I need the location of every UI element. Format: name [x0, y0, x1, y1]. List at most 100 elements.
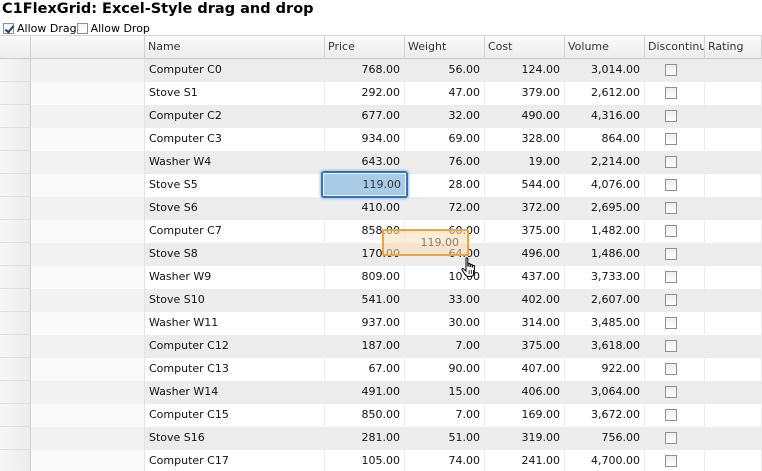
- selected-cell-price[interactable]: 119.00: [321, 171, 408, 198]
- cell-price[interactable]: 187.00: [325, 335, 405, 358]
- table-row[interactable]: Computer C3 934.00 69.00 328.00 864.00: [0, 128, 762, 151]
- cell-name[interactable]: Stove S10: [145, 289, 325, 312]
- cell-price[interactable]: 67.00: [325, 358, 405, 381]
- row-header[interactable]: [0, 151, 31, 174]
- row-header[interactable]: [0, 128, 31, 151]
- cell-volume[interactable]: 3,618.00: [565, 335, 645, 358]
- column-header-cost[interactable]: Cost: [485, 36, 565, 59]
- cell-weight[interactable]: 74.00: [405, 450, 485, 471]
- discontinued-checkbox[interactable]: [665, 409, 677, 421]
- cell-rating[interactable]: [705, 59, 762, 82]
- cell-cost[interactable]: 375.00: [485, 220, 565, 243]
- cell-volume[interactable]: 2,695.00: [565, 197, 645, 220]
- cell-volume[interactable]: 756.00: [565, 427, 645, 450]
- cell-name[interactable]: Stove S1: [145, 82, 325, 105]
- column-header-rating[interactable]: Rating: [705, 36, 762, 59]
- cell-name[interactable]: Stove S8: [145, 243, 325, 266]
- cell-volume[interactable]: 3,064.00: [565, 381, 645, 404]
- discontinued-checkbox[interactable]: [665, 156, 677, 168]
- allow-drop-option[interactable]: Allow Drop: [76, 21, 150, 35]
- cell-volume[interactable]: 3,672.00: [565, 404, 645, 427]
- cell-weight[interactable]: 56.00: [405, 59, 485, 82]
- cell-rating[interactable]: [705, 105, 762, 128]
- cell-cost[interactable]: 379.00: [485, 82, 565, 105]
- table-row[interactable]: Washer W14 491.00 15.00 406.00 3,064.00: [0, 381, 762, 404]
- cell-weight[interactable]: 69.00: [405, 128, 485, 151]
- cell-rating[interactable]: [705, 220, 762, 243]
- cell-weight[interactable]: 76.00: [405, 151, 485, 174]
- table-row[interactable]: Washer W11 937.00 30.00 314.00 3,485.00: [0, 312, 762, 335]
- table-row[interactable]: Computer C13 67.00 90.00 407.00 922.00: [0, 358, 762, 381]
- discontinued-checkbox[interactable]: [665, 386, 677, 398]
- cell-name[interactable]: Washer W11: [145, 312, 325, 335]
- discontinued-checkbox[interactable]: [665, 340, 677, 352]
- cell-name[interactable]: Stove S6: [145, 197, 325, 220]
- column-header-weight[interactable]: Weight: [405, 36, 485, 59]
- cell-volume[interactable]: 4,700.00: [565, 450, 645, 471]
- cell-cost[interactable]: 490.00: [485, 105, 565, 128]
- cell-weight[interactable]: 7.00: [405, 335, 485, 358]
- cell-rating[interactable]: [705, 174, 762, 197]
- cell-rating[interactable]: [705, 312, 762, 335]
- cell-price[interactable]: 809.00: [325, 266, 405, 289]
- cell-volume[interactable]: 3,733.00: [565, 266, 645, 289]
- discontinued-checkbox[interactable]: [665, 202, 677, 214]
- cell-rating[interactable]: [705, 243, 762, 266]
- cell-price[interactable]: 105.00: [325, 450, 405, 471]
- discontinued-checkbox[interactable]: [665, 225, 677, 237]
- cell-rating[interactable]: [705, 404, 762, 427]
- column-header-discontinued[interactable]: Discontinued: [645, 36, 705, 59]
- cell-weight[interactable]: 7.00: [405, 404, 485, 427]
- cell-cost[interactable]: 402.00: [485, 289, 565, 312]
- cell-name[interactable]: Computer C0: [145, 59, 325, 82]
- cell-name[interactable]: Computer C15: [145, 404, 325, 427]
- cell-rating[interactable]: [705, 289, 762, 312]
- cell-weight[interactable]: 33.00: [405, 289, 485, 312]
- cell-price[interactable]: 292.00: [325, 82, 405, 105]
- discontinued-checkbox[interactable]: [665, 432, 677, 444]
- cell-cost[interactable]: 437.00: [485, 266, 565, 289]
- cell-weight[interactable]: 30.00: [405, 312, 485, 335]
- cell-rating[interactable]: [705, 266, 762, 289]
- discontinued-checkbox[interactable]: [665, 317, 677, 329]
- cell-name[interactable]: Computer C2: [145, 105, 325, 128]
- cell-name[interactable]: Computer C12: [145, 335, 325, 358]
- cell-price[interactable]: 281.00: [325, 427, 405, 450]
- cell-volume[interactable]: 2,612.00: [565, 82, 645, 105]
- cell-price[interactable]: 491.00: [325, 381, 405, 404]
- cell-rating[interactable]: [705, 335, 762, 358]
- row-header[interactable]: [0, 197, 31, 220]
- cell-name[interactable]: Computer C13: [145, 358, 325, 381]
- cell-weight[interactable]: 51.00: [405, 427, 485, 450]
- table-row[interactable]: Computer C12 187.00 7.00 375.00 3,618.00: [0, 335, 762, 358]
- cell-volume[interactable]: 4,076.00: [565, 174, 645, 197]
- cell-rating[interactable]: [705, 82, 762, 105]
- discontinued-checkbox[interactable]: [665, 64, 677, 76]
- cell-weight[interactable]: 90.00: [405, 358, 485, 381]
- cell-volume[interactable]: 1,486.00: [565, 243, 645, 266]
- cell-price[interactable]: 850.00: [325, 404, 405, 427]
- table-row[interactable]: Computer C15 850.00 7.00 169.00 3,672.00: [0, 404, 762, 427]
- cell-cost[interactable]: 496.00: [485, 243, 565, 266]
- discontinued-checkbox[interactable]: [665, 133, 677, 145]
- row-header[interactable]: [0, 358, 31, 381]
- cell-cost[interactable]: 319.00: [485, 427, 565, 450]
- cell-volume[interactable]: 922.00: [565, 358, 645, 381]
- row-header[interactable]: [0, 243, 31, 266]
- cell-volume[interactable]: 864.00: [565, 128, 645, 151]
- cell-name[interactable]: Washer W4: [145, 151, 325, 174]
- row-header[interactable]: [0, 289, 31, 312]
- cell-price[interactable]: 410.00: [325, 197, 405, 220]
- allow-drag-checkbox[interactable]: [3, 22, 14, 34]
- cell-name[interactable]: Stove S5: [145, 174, 325, 197]
- table-row[interactable]: Computer C0 768.00 56.00 124.00 3,014.00: [0, 59, 762, 82]
- cell-name[interactable]: Computer C17: [145, 450, 325, 471]
- discontinued-checkbox[interactable]: [665, 87, 677, 99]
- allow-drop-checkbox[interactable]: [76, 22, 88, 34]
- cell-price[interactable]: 643.00: [325, 151, 405, 174]
- row-header[interactable]: [0, 404, 31, 427]
- cell-rating[interactable]: [705, 197, 762, 220]
- table-row[interactable]: Washer W4 643.00 76.00 19.00 2,214.00: [0, 151, 762, 174]
- discontinued-checkbox[interactable]: [665, 110, 677, 122]
